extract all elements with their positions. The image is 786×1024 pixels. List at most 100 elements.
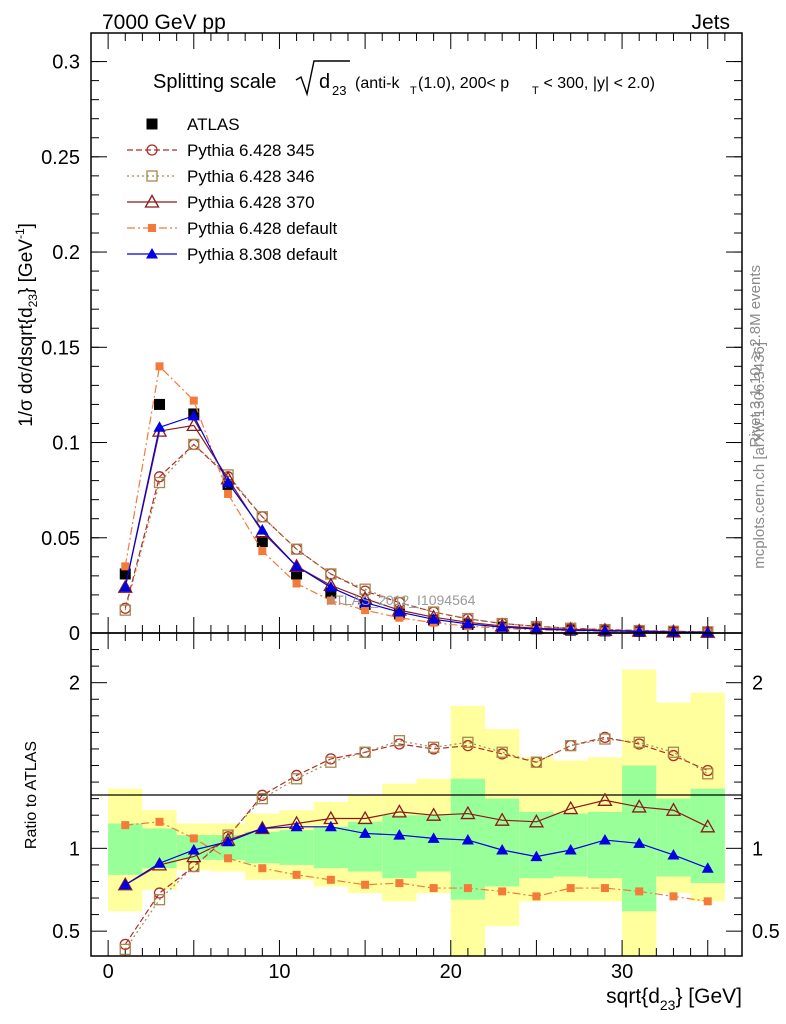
title-anti: (anti-k (355, 75, 400, 92)
ratio-data-point (121, 821, 130, 830)
ratio-data-point (597, 792, 613, 806)
legend: ATLAS Pythia 6.428 345 Pythia 6.428 346 Pyt… (127, 115, 338, 264)
title-prefix: Splitting scale (153, 71, 276, 93)
main-data-point (119, 604, 131, 616)
analysis-watermark: ATLAS_2012_I1094564 (327, 592, 476, 608)
main-plot-ticks: 0 0.05 0.1 0.15 0.2 0.25 0.3 (41, 33, 743, 645)
ratio-data-point (496, 746, 508, 758)
legend-label: Pythia 6.428 370 (187, 193, 315, 212)
main-data-point (564, 624, 577, 635)
main-data-point (530, 623, 543, 634)
stat-uncertainty-band (382, 815, 417, 879)
ratio-data-point (566, 884, 575, 893)
main-y-tick-label: 0.2 (52, 242, 80, 264)
main-data-point (153, 421, 166, 432)
ratio-data-point (324, 820, 337, 832)
ratio-data-point (528, 814, 545, 828)
ratio-data-point (633, 736, 645, 748)
main-data-point (155, 362, 164, 371)
main-data-point (256, 524, 269, 535)
ratio-data-point (494, 812, 510, 826)
ratio-data-point (258, 864, 267, 873)
ratio-y-tick-label: 0.5 (52, 921, 80, 943)
ratio-data-point (361, 880, 370, 889)
ratio-data-point (633, 837, 646, 848)
main-data-point (325, 587, 337, 599)
ratio-y-axis-label: Ratio to ATLAS (23, 741, 40, 849)
main-data-point (153, 471, 166, 483)
main-plot-panel: 0 0.05 0.1 0.15 0.2 0.25 0.3 ATLAS_2012_I10945… (13, 32, 743, 645)
ratio-data-point (564, 843, 577, 855)
stat-uncertainty-band (587, 811, 623, 879)
ratio-plot-frame (90, 632, 743, 957)
ratio-data-point (153, 857, 166, 868)
legend-label: Pythia 8.308 default (187, 245, 338, 264)
ratio-data-point (667, 848, 680, 860)
ratio-data-point (426, 807, 442, 821)
ratio-data-point (599, 733, 611, 745)
ratio-data-point (357, 810, 373, 825)
main-data-point (292, 579, 301, 588)
ratio-series-line (124, 736, 708, 945)
ratio-data-point (153, 894, 166, 906)
main-data-point (256, 536, 268, 548)
legend-marker (146, 144, 158, 156)
main-y-tick-label: 0.05 (41, 528, 80, 550)
ratio-series-line (124, 738, 709, 950)
main-data-point (153, 476, 166, 489)
ratio-y-tick-label: 2 (69, 673, 80, 695)
ratio-series-line (124, 826, 708, 886)
main-data-point (189, 396, 198, 405)
stat-uncertainty-band (519, 811, 554, 879)
legend-marker (146, 118, 158, 130)
stat-uncertainty-band (485, 798, 520, 887)
legend-marker (144, 194, 160, 208)
legend-entry: Pythia 6.428 default (127, 219, 338, 238)
uncertainty-bands (108, 669, 725, 956)
ratio-y-tick-label-right: 1 (752, 838, 763, 860)
x-tick-label: 30 (611, 961, 633, 983)
ratio-plot-panel: 0.5 0.51 12 20 10 20 30 Ratio to ATLAS sqrt{d2… (23, 632, 780, 1013)
main-data-point (222, 476, 235, 488)
main-data-point (393, 606, 406, 617)
mcplots-label: mcplots.cern.ch [arXiv:1306.3436] (751, 342, 768, 569)
main-y-tick-label: 0.25 (41, 147, 80, 169)
main-y-tick-label: 0.15 (41, 337, 80, 359)
ratio-data-point (290, 773, 303, 785)
ratio-data-point (391, 804, 407, 818)
ratio-data-point (532, 892, 541, 901)
legend-label: ATLAS (187, 115, 240, 134)
ratio-data-point (669, 892, 678, 901)
stat-uncertainty-band (656, 798, 691, 877)
ratio-data-point (702, 768, 714, 780)
main-data-point (256, 511, 268, 523)
ratio-data-point (189, 834, 198, 843)
main-data-point (117, 579, 133, 593)
ratio-plot-series (117, 731, 716, 956)
x-tick-label: 0 (103, 961, 114, 983)
title-d-sub: 23 (332, 83, 346, 98)
rivet-version-label: Rivet 3.1.10, ≥ 2.8M events (747, 265, 764, 448)
ratio-data-point (460, 805, 476, 820)
ratio-data-point (498, 887, 507, 896)
stat-uncertainty-band (313, 826, 348, 869)
title-cut2: < 300, |y| < 2.0) (539, 75, 655, 92)
ratio-data-point (701, 862, 714, 873)
ratio-data-point (530, 756, 543, 768)
ratio-data-point (186, 848, 202, 863)
legend-label: Pythia 6.428 346 (187, 167, 315, 186)
main-data-point (461, 617, 474, 629)
ratio-data-point (326, 875, 335, 884)
main-data-point (667, 626, 680, 637)
ratio-data-point (187, 843, 200, 855)
header-process-label: Jets (691, 11, 730, 34)
main-data-point (186, 417, 202, 432)
main-data-point (288, 558, 305, 572)
ratio-series-2 (119, 733, 714, 956)
ratio-y-tick-label-right: 2 (752, 673, 763, 695)
ratio-data-point (631, 799, 647, 813)
main-y-axis-label: 1/σ dσ/dsqrt{d23} [GeV-1] (13, 223, 40, 427)
ratio-data-point (256, 822, 269, 833)
ratio-data-point (703, 897, 712, 906)
